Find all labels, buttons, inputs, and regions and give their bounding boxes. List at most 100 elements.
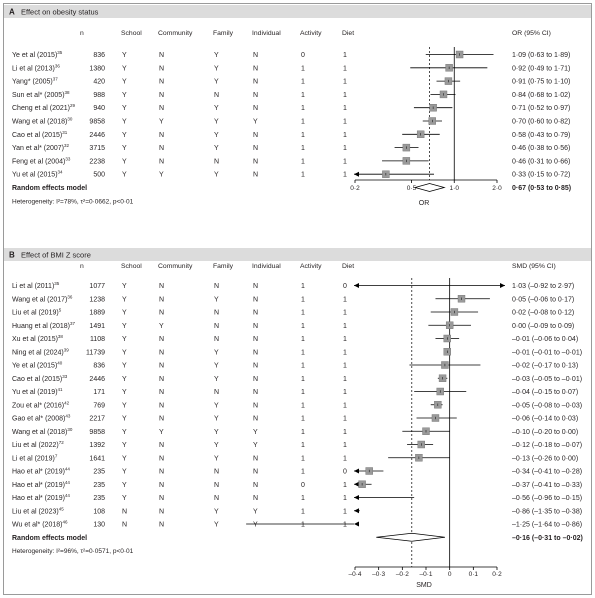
study-name: Cheng et al (2021) (12, 105, 70, 112)
family-value: N (214, 283, 219, 290)
n-value: 420 (93, 79, 105, 86)
school-value: Y (122, 389, 127, 396)
family-value: Y (214, 172, 219, 179)
family-value: Y (214, 105, 219, 112)
study-row: Li et al (2011)35 1077 Y N N N 1 0 1·03 (–0·92 t… (12, 281, 574, 290)
family-value: N (214, 310, 219, 317)
ci-text: –0·86 (–1·35 to –0·38) (512, 508, 582, 515)
n-value: 235 (93, 495, 105, 502)
community-value: Y (159, 119, 164, 126)
study-row: Wang et al (2018)30 9858 Y Y Y Y 1 1 –0·10 (–0·2… (12, 427, 578, 436)
x-axis-label: OR (419, 200, 430, 207)
study-ref: 39 (64, 347, 70, 352)
study-label: Liu et al (2019)5 (12, 308, 62, 317)
study-label: Zou et al* (2016)42 (12, 400, 70, 409)
activity-value: 0 (301, 482, 305, 489)
n-value: 1491 (89, 323, 105, 330)
study-ref: 36 (55, 63, 61, 68)
x-tick-label: –0·3 (372, 571, 385, 578)
family-value: Y (214, 79, 219, 86)
diet-value: 1 (343, 119, 347, 126)
study-ref: 30 (67, 427, 73, 432)
panel-B: B Effect of BMI Z score n School Community Fa… (4, 248, 591, 589)
diet-value: 1 (343, 132, 347, 139)
diet-value: 1 (343, 336, 347, 343)
ci-text: –0·01 (–0·01 to –0·01) (512, 349, 582, 356)
individual-value: Y (253, 442, 258, 449)
activity-value: 1 (301, 376, 305, 383)
x-tick-label: –0·2 (396, 571, 409, 578)
study-label: Liu et al (2022)72 (12, 440, 64, 449)
ci-text: –0·56 (–0·96 to –0·15) (512, 495, 582, 502)
activity-value: 1 (301, 336, 305, 343)
study-ref: 44 (65, 493, 71, 498)
activity-value: 1 (301, 522, 305, 529)
study-label: Wang et al (2017)36 (12, 294, 73, 303)
panel-title: Effect of BMI Z score (21, 251, 91, 260)
x-tick-label: –0·1 (419, 571, 432, 578)
column-header: Community (158, 30, 193, 37)
n-value: 2217 (89, 416, 105, 423)
study-label: Wu et al* (2018)46 (12, 520, 68, 529)
study-label: Hao et al* (2019)44 (12, 480, 70, 489)
study-label: Huang et al (2018)37 (12, 321, 75, 330)
n-value: 836 (93, 52, 105, 59)
ci-text: 0·92 (0·49 to 1·71) (512, 65, 570, 72)
study-name: Liu et al (2023) (12, 508, 59, 515)
ci-text: 0·33 (0·15 to 0·72) (512, 172, 570, 179)
activity-value: 1 (301, 79, 305, 86)
column-header: n (80, 263, 84, 270)
individual-value: N (253, 92, 258, 99)
panel-letter: B (9, 251, 15, 260)
study-row: Liu et al (2022)72 1392 Y N Y Y 1 1 –0·12 (–0·18… (12, 440, 582, 449)
individual-value: Y (253, 508, 258, 515)
school-value: Y (122, 323, 127, 330)
family-value: N (214, 323, 219, 330)
study-name: Hao et al* (2019) (12, 469, 65, 476)
school-value: Y (122, 52, 127, 59)
activity-value: 1 (301, 310, 305, 317)
study-name: Wang et al (2018) (12, 429, 67, 436)
school-value: Y (122, 416, 127, 423)
n-value: 235 (93, 469, 105, 476)
community-value: N (159, 363, 164, 370)
community-value: N (159, 508, 164, 515)
ci-text: –0·02 (–0·17 to 0·13) (512, 363, 578, 370)
panel-header-bar (4, 248, 591, 261)
community-value: Y (159, 172, 164, 179)
ci-text: 0·46 (0·38 to 0·56) (512, 145, 570, 152)
study-ref: 37 (70, 321, 76, 326)
family-value: Y (214, 65, 219, 72)
diet-value: 1 (343, 522, 347, 529)
n-value: 235 (93, 482, 105, 489)
ci-arrow-left (354, 171, 359, 177)
column-header: School (121, 30, 142, 37)
study-label: Sun et al* (2005)38 (12, 90, 70, 99)
ci-text: –0·37 (–0·41 to –0·33) (512, 482, 582, 489)
pooled-diamond (413, 183, 446, 192)
community-value: N (159, 92, 164, 99)
school-value: Y (122, 296, 127, 303)
pooled-label: Random effects model (12, 185, 87, 192)
individual-value: N (253, 336, 258, 343)
study-label: Li et al (2011)35 (12, 281, 60, 290)
study-ref: 46 (62, 520, 68, 525)
panel-header-bar (4, 5, 591, 18)
study-row: Yan et al* (2007)32 3715 Y N Y N 1 1 0·46 (0·38 … (12, 143, 570, 152)
x-axis-label: SMD (416, 582, 432, 589)
n-value: 171 (93, 389, 105, 396)
n-value: 1392 (89, 442, 105, 449)
community-value: N (159, 65, 164, 72)
n-value: 9858 (89, 119, 105, 126)
activity-value: 1 (301, 416, 305, 423)
community-value: N (159, 310, 164, 317)
pooled-row: Random effects model –0·16 (–0·31 to –0·0… (12, 532, 583, 542)
individual-value: N (253, 158, 258, 165)
activity-value: 1 (301, 363, 305, 370)
heterogeneity-text: Heterogeneity: I²=78%, τ²=0·0662, p<0·01 (12, 198, 134, 205)
family-value: Y (214, 402, 219, 409)
study-label: Ning et al (2024)39 (12, 347, 69, 356)
diet-value: 1 (343, 105, 347, 112)
study-row: Cao et al (2015)31 2446 Y N Y N 1 1 0·58 (0·43 t… (12, 130, 570, 139)
